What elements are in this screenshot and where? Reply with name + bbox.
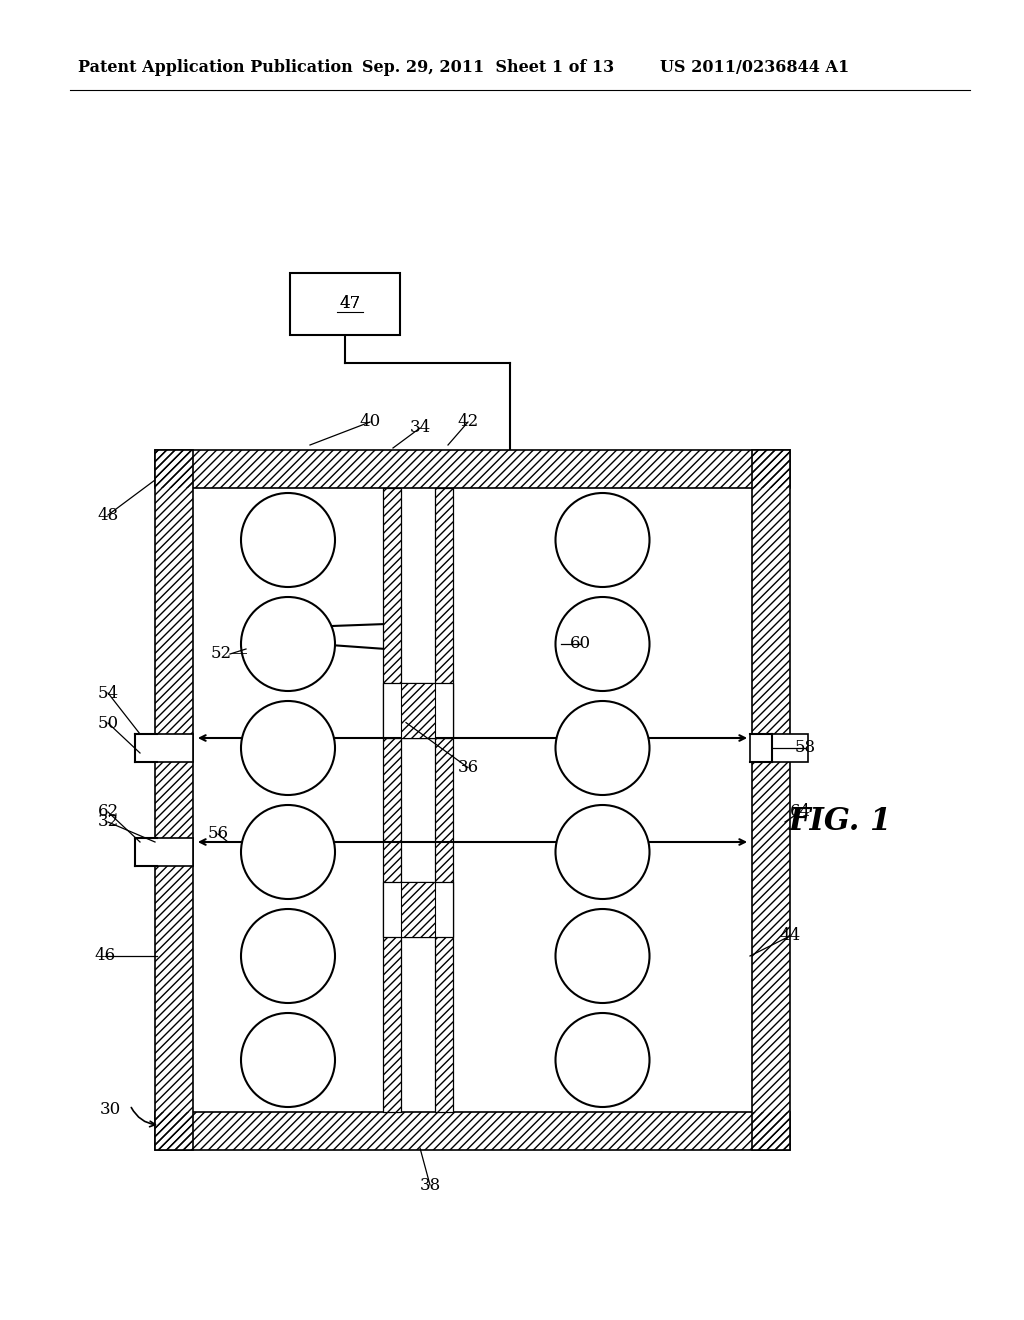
- Bar: [383, 488, 401, 1111]
- Bar: [401, 682, 435, 738]
- Ellipse shape: [241, 1012, 335, 1107]
- Bar: [155, 450, 193, 1150]
- Ellipse shape: [555, 805, 649, 899]
- Text: 47: 47: [339, 296, 360, 313]
- Text: 52—: 52—: [211, 645, 249, 663]
- Text: 47: 47: [339, 296, 360, 313]
- Bar: [383, 882, 453, 937]
- Text: 38: 38: [420, 1176, 440, 1193]
- Text: 32: 32: [97, 813, 119, 830]
- Bar: [135, 838, 193, 866]
- Ellipse shape: [241, 597, 335, 690]
- Bar: [135, 734, 193, 762]
- Text: 56: 56: [208, 825, 228, 842]
- Text: 42: 42: [458, 413, 478, 430]
- Bar: [155, 450, 790, 488]
- Text: 34: 34: [410, 420, 431, 437]
- Text: Patent Application Publication: Patent Application Publication: [78, 59, 352, 77]
- Text: Sep. 29, 2011  Sheet 1 of 13: Sep. 29, 2011 Sheet 1 of 13: [362, 59, 614, 77]
- Text: 62: 62: [97, 804, 119, 821]
- Ellipse shape: [555, 1012, 649, 1107]
- Bar: [752, 450, 790, 1150]
- Text: 44: 44: [779, 928, 801, 945]
- Text: 54: 54: [97, 685, 119, 701]
- Ellipse shape: [241, 492, 335, 587]
- Bar: [155, 1111, 790, 1150]
- Bar: [290, 273, 400, 335]
- Bar: [752, 450, 790, 1150]
- Ellipse shape: [241, 909, 335, 1003]
- Ellipse shape: [241, 805, 335, 899]
- Bar: [401, 882, 435, 937]
- Ellipse shape: [555, 909, 649, 1003]
- Text: 30: 30: [99, 1101, 121, 1118]
- Bar: [750, 734, 808, 762]
- Text: 36: 36: [458, 759, 478, 776]
- Bar: [155, 1111, 790, 1150]
- Bar: [383, 488, 401, 1111]
- Text: 60: 60: [569, 635, 591, 652]
- Ellipse shape: [555, 492, 649, 587]
- Text: 50: 50: [97, 714, 119, 731]
- Text: 64: 64: [790, 804, 811, 821]
- Text: 48: 48: [97, 507, 119, 524]
- Bar: [435, 488, 453, 1111]
- Bar: [401, 682, 435, 738]
- Text: 46: 46: [94, 948, 116, 965]
- Bar: [383, 682, 453, 738]
- Ellipse shape: [241, 701, 335, 795]
- Text: 40: 40: [359, 413, 381, 430]
- Bar: [155, 450, 790, 488]
- Bar: [155, 450, 193, 1150]
- Bar: [401, 882, 435, 937]
- Ellipse shape: [555, 701, 649, 795]
- Text: 58: 58: [795, 739, 815, 756]
- Bar: [435, 488, 453, 1111]
- Text: FIG. 1: FIG. 1: [788, 807, 892, 837]
- Text: US 2011/0236844 A1: US 2011/0236844 A1: [660, 59, 849, 77]
- Ellipse shape: [555, 597, 649, 690]
